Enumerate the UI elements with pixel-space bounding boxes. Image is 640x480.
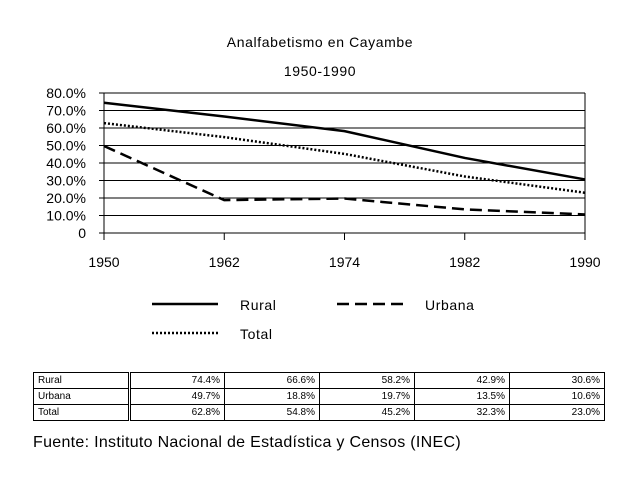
chart-subtitle: 1950-1990 [284, 63, 356, 79]
table-row: Rural 74.4% 66.6% 58.2% 42.9% 30.6% [33, 372, 605, 389]
table-cell: 30.6% [509, 372, 605, 389]
x-tick-label: 1990 [569, 254, 600, 270]
y-tick-label: 80.0% [46, 85, 86, 101]
table-row-label: Total [33, 404, 131, 421]
y-tick-label: 70.0% [46, 103, 86, 119]
table-cell: 13.5% [414, 388, 510, 405]
table-cell: 66.6% [224, 372, 320, 389]
table-cell: 18.8% [224, 388, 320, 405]
chart-title: Analfabetismo en Cayambe [227, 34, 413, 50]
series-line-rural [103, 101, 586, 181]
y-tick-label: 40.0% [46, 155, 86, 171]
table-cell: 58.2% [319, 372, 415, 389]
table-cell: 49.7% [129, 388, 225, 405]
source-note: Fuente: Instituto Nacional de Estadístic… [33, 434, 461, 451]
y-tick-label: 50.0% [46, 138, 86, 154]
axes: 010.0% 20.0%30.0% 40.0%50.0% 60.0%70.0% 80.0… [46, 85, 600, 270]
table-row: Total 62.8% 54.8% 45.2% 32.3% 23.0% [33, 404, 605, 421]
legend-label-urbana: Urbana [425, 297, 475, 313]
data-table: Rural 74.4% 66.6% 58.2% 42.9% 30.6% Urbana 49.7… [33, 372, 605, 421]
table-cell: 62.8% [129, 404, 225, 421]
table-cell: 10.6% [509, 388, 605, 405]
series-line-urbana [103, 144, 586, 216]
line-chart: Analfabetismo en Cayambe 1950-1990 010.0… [46, 34, 600, 342]
series-lines [103, 101, 586, 216]
table-cell: 32.3% [414, 404, 510, 421]
table-row: Urbana 49.7% 18.8% 19.7% 13.5% 10.6% [33, 388, 605, 405]
y-tick-label: 30.0% [46, 173, 86, 189]
table-row-label: Urbana [33, 388, 131, 405]
gridlines [104, 92, 585, 216]
legend-label-rural: Rural [240, 297, 276, 313]
y-tick-label: 10.0% [46, 208, 86, 224]
legend: Rural Urbana Total [152, 297, 475, 342]
y-tick-label: 60.0% [46, 120, 86, 136]
x-tick-label: 1974 [329, 254, 360, 270]
y-tick-label: 20.0% [46, 190, 86, 206]
table-cell: 23.0% [509, 404, 605, 421]
table-cell: 54.8% [224, 404, 320, 421]
table-cell: 19.7% [319, 388, 415, 405]
x-tick-label: 1982 [449, 254, 480, 270]
table-cell: 74.4% [129, 372, 225, 389]
x-tick-label: 1962 [209, 254, 240, 270]
x-tick-label: 1950 [88, 254, 119, 270]
legend-label-total: Total [240, 326, 273, 342]
table-cell: 42.9% [414, 372, 510, 389]
series-line-total [103, 121, 586, 194]
table-cell: 45.2% [319, 404, 415, 421]
y-tick-label: 0 [78, 225, 86, 241]
table-row-label: Rural [33, 372, 131, 389]
